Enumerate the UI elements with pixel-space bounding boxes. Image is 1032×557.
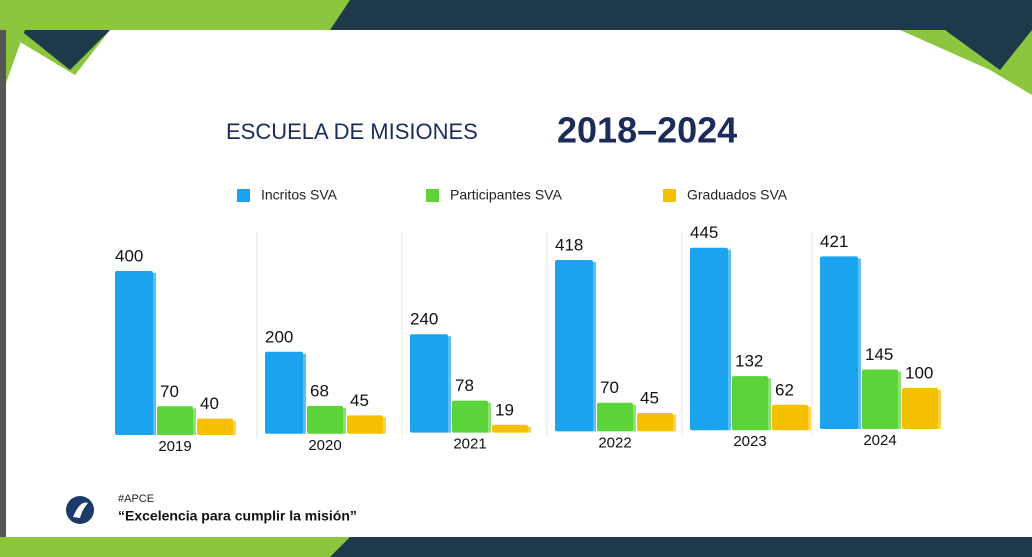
- bar: [732, 376, 768, 431]
- bar-side: [591, 262, 596, 432]
- x-tick-label: 2023: [733, 433, 766, 450]
- x-tick-label: 2019: [158, 438, 191, 455]
- bar: [347, 415, 383, 434]
- data-label: 400: [115, 246, 143, 265]
- bar-side: [446, 336, 451, 433]
- x-tick-label: 2020: [308, 437, 341, 454]
- bar-side: [896, 371, 901, 429]
- data-label: 132: [735, 352, 763, 371]
- data-label: 40: [200, 394, 219, 413]
- corner: [945, 30, 1032, 70]
- bar: [820, 256, 858, 429]
- bar: [157, 406, 193, 435]
- left-border: [0, 30, 6, 537]
- legend-label: Graduados SVA: [687, 187, 788, 203]
- chart-title: ESCUELA DE MISIONES: [226, 119, 478, 144]
- bar: [690, 247, 728, 431]
- bar: [555, 260, 593, 432]
- data-label: 45: [350, 391, 369, 410]
- bar-side: [486, 402, 491, 433]
- bar: [772, 404, 808, 431]
- bar-side: [806, 406, 811, 431]
- bar: [637, 412, 673, 432]
- bar-side: [766, 378, 771, 431]
- data-label: 240: [410, 310, 438, 329]
- footer-motto: “Excelencia para cumplir la misión”: [118, 508, 357, 524]
- data-label: 445: [690, 223, 718, 242]
- corner: [0, 30, 25, 100]
- bar-side: [231, 420, 236, 435]
- data-label: 19: [495, 400, 514, 419]
- legend-swatch: [237, 189, 250, 202]
- logo-flame: [73, 502, 88, 518]
- data-label: 145: [865, 345, 893, 364]
- bar: [265, 351, 303, 434]
- data-label: 62: [775, 380, 794, 399]
- bar: [862, 369, 898, 429]
- legend-label: Incritos SVA: [261, 187, 338, 203]
- bar: [597, 402, 633, 432]
- bar: [492, 424, 528, 433]
- bar-side: [671, 414, 676, 432]
- chart-subtitle: 2018–2024: [557, 110, 737, 151]
- data-label: 68: [310, 381, 329, 400]
- x-tick-label: 2022: [598, 434, 631, 451]
- top-accent: [0, 0, 350, 30]
- x-tick-label: 2024: [863, 432, 896, 449]
- data-label: 418: [555, 236, 583, 255]
- bar-side: [381, 417, 386, 434]
- data-label: 421: [820, 232, 848, 251]
- bar-side: [301, 353, 306, 434]
- bar-side: [191, 408, 196, 435]
- bar: [902, 388, 938, 429]
- footer-tag: #APCE: [118, 493, 154, 505]
- data-label: 78: [455, 376, 474, 395]
- legend-label: Participantes SVA: [450, 187, 562, 203]
- data-label: 45: [640, 388, 659, 407]
- bar-side: [151, 273, 156, 435]
- bar-side: [856, 258, 861, 429]
- bar-side: [631, 404, 636, 432]
- bar-side: [341, 407, 346, 434]
- data-label: 100: [905, 363, 933, 382]
- bar: [410, 334, 448, 433]
- data-label: 70: [600, 378, 619, 397]
- bar-side: [936, 390, 941, 429]
- bar: [197, 418, 233, 435]
- data-label: 200: [265, 327, 293, 346]
- corner: [20, 30, 110, 70]
- bar-side: [726, 249, 731, 431]
- bar: [115, 271, 153, 435]
- bar: [452, 400, 488, 433]
- bar-side: [526, 426, 531, 433]
- bottom-accent: [0, 537, 350, 557]
- data-label: 70: [160, 382, 179, 401]
- bar: [307, 405, 343, 434]
- x-tick-label: 2021: [453, 436, 486, 453]
- legend-swatch: [663, 189, 676, 202]
- legend-swatch: [426, 189, 439, 202]
